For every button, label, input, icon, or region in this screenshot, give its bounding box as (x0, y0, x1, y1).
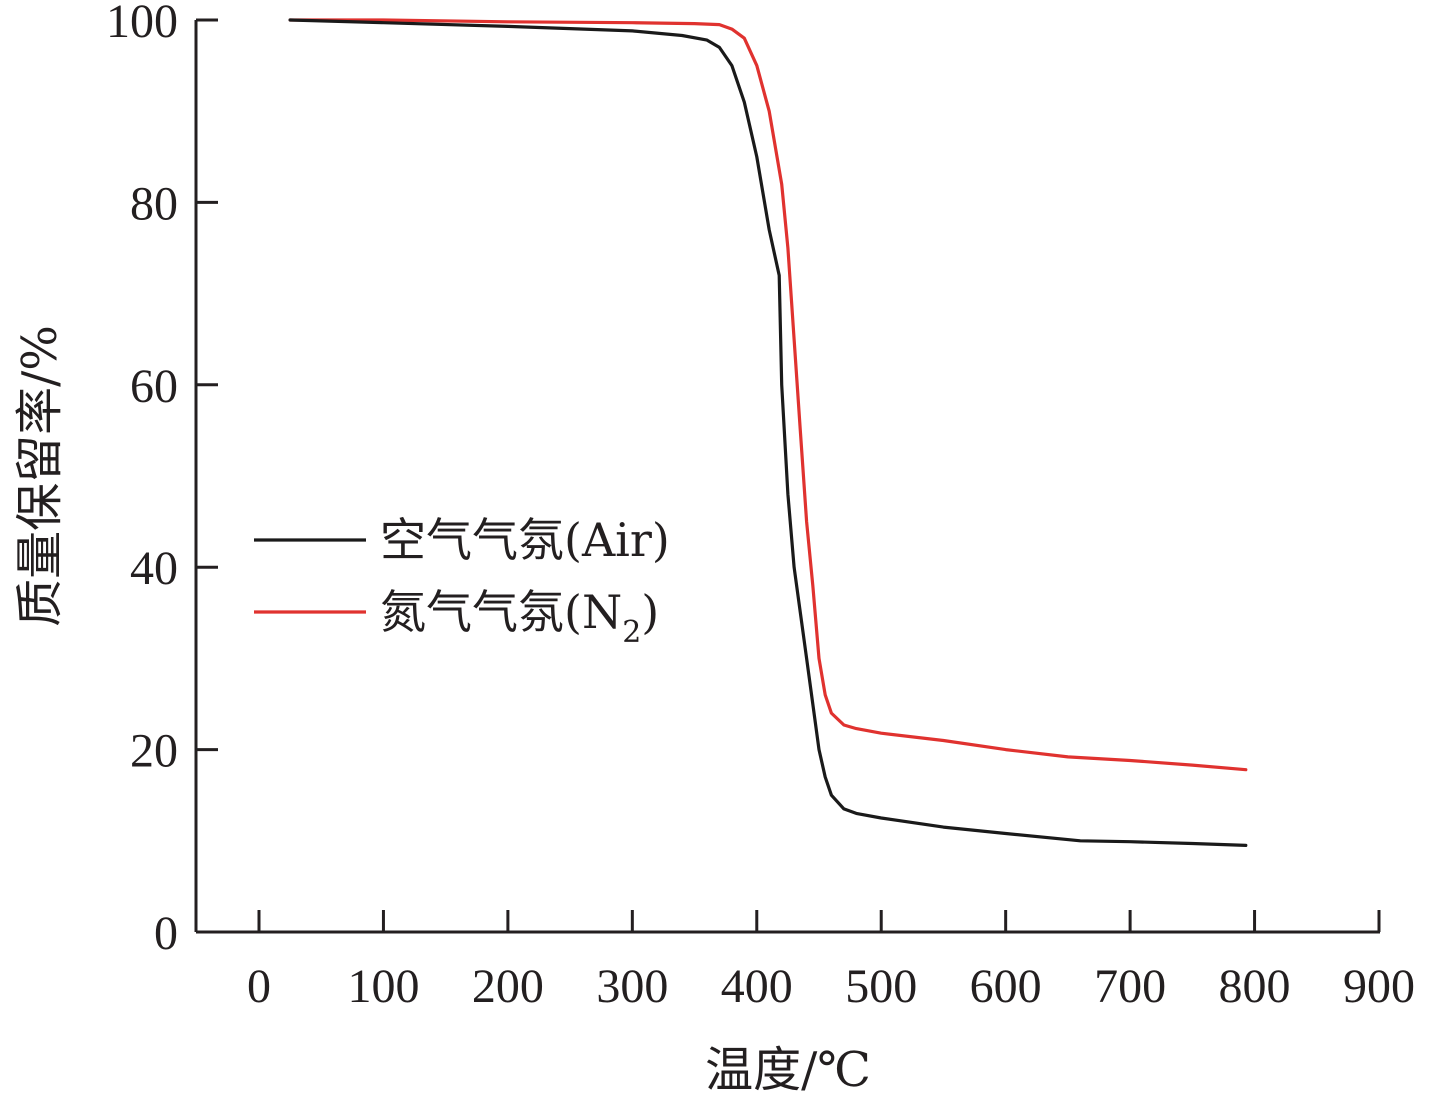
x-tick-label: 0 (247, 960, 271, 1013)
legend-label-n2-subscript: 2 (622, 615, 641, 650)
y-axis-title: 质量保留率/% (12, 325, 68, 627)
legend-label-n2-suffix: ) (641, 585, 659, 639)
x-tick-label: 200 (472, 960, 544, 1013)
legend: 空气气氛(Air) 氮气气氛(N2) (254, 513, 670, 650)
y-tick-label: 0 (154, 907, 178, 960)
y-ticks: 0 20 40 60 80 100 (106, 0, 218, 960)
x-tick-label: 400 (721, 960, 793, 1013)
x-tick-label: 300 (596, 960, 668, 1013)
y-tick-label: 80 (130, 177, 178, 230)
axes (194, 20, 1380, 934)
legend-label-n2: 氮气气氛(N2) (380, 585, 659, 650)
y-tick-label: 20 (130, 725, 178, 778)
legend-label-n2-main: 氮气气氛(N (380, 585, 622, 639)
x-tick-label: 100 (347, 960, 419, 1013)
x-tick-label: 500 (845, 960, 917, 1013)
x-tick-label: 900 (1343, 960, 1415, 1013)
y-tick-label: 100 (106, 0, 178, 48)
series-line-air (288, 18, 1248, 848)
x-tick-label: 700 (1094, 960, 1166, 1013)
x-tick-label: 600 (970, 960, 1042, 1013)
x-axis-title: 温度/℃ (705, 1042, 871, 1096)
y-tick-label: 60 (130, 360, 178, 413)
x-tick-label: 800 (1219, 960, 1291, 1013)
legend-label-air: 空气气氛(Air) (380, 513, 670, 567)
series-layer (288, 18, 1248, 848)
x-ticks: 0 100 200 300 400 500 600 700 800 900 (247, 910, 1415, 1013)
y-tick-label: 40 (130, 542, 178, 595)
series-line-n2 (288, 18, 1248, 772)
